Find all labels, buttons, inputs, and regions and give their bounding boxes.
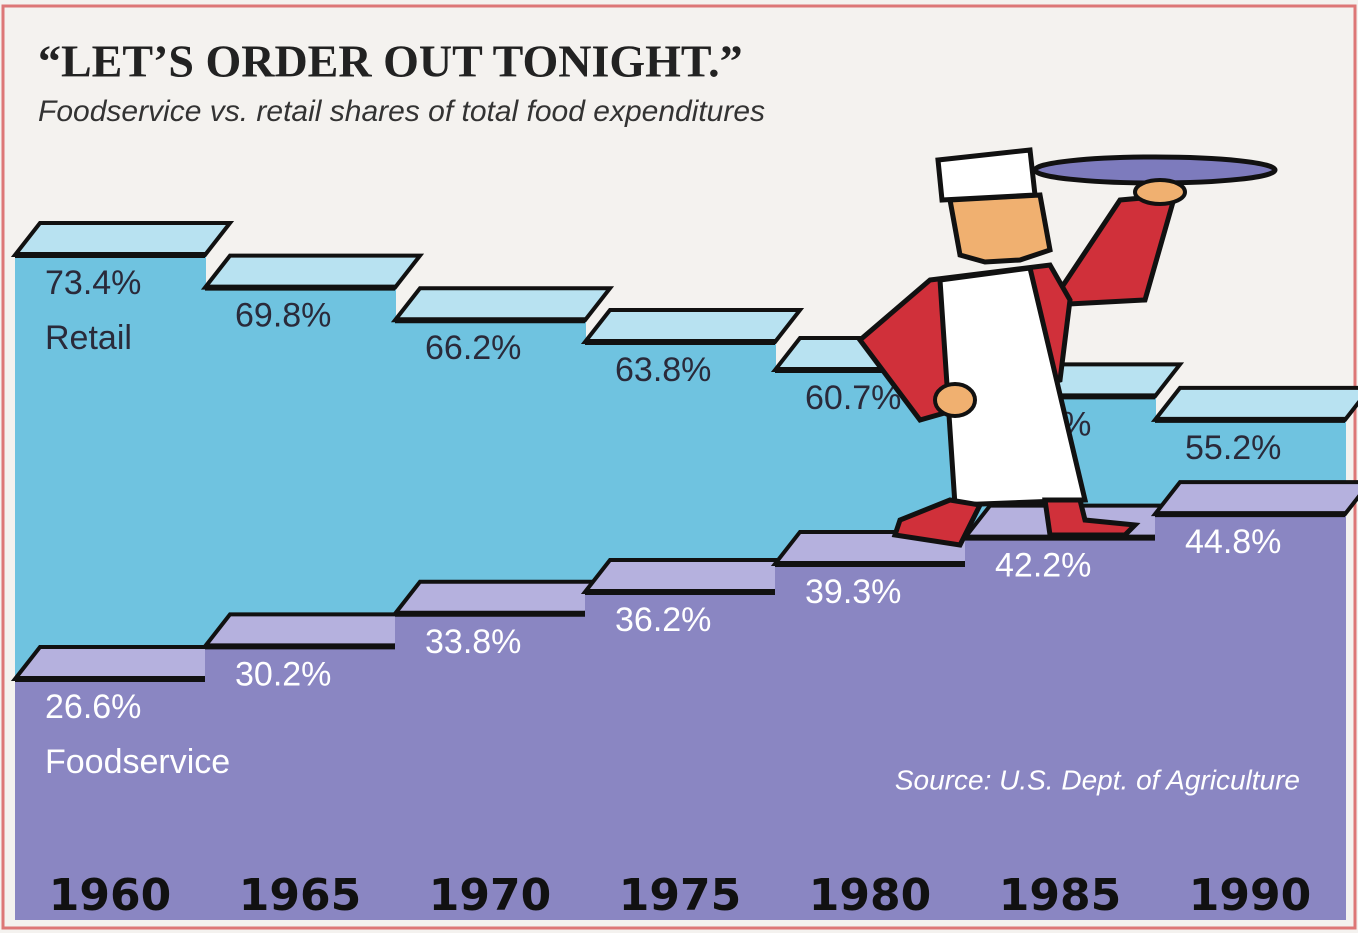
step-face — [580, 307, 805, 344]
value-label: 26.6% — [45, 688, 141, 726]
value-label: 66.2% — [425, 329, 521, 367]
x-tick-label: 1985 — [999, 870, 1121, 921]
value-label: 60.7% — [805, 379, 901, 417]
step-area — [775, 563, 966, 920]
x-tick-label: 1975 — [619, 870, 741, 921]
value-label: 30.2% — [235, 655, 331, 693]
plot: 73.4%69.8%66.2%63.8%60.7%57.8%55.2%Retai… — [10, 221, 1358, 921]
step-area — [205, 646, 396, 920]
step-face — [390, 286, 615, 323]
value-label: 42.2% — [995, 547, 1091, 585]
step-area — [1155, 514, 1346, 920]
value-label: 69.8% — [235, 297, 331, 335]
step-area — [15, 679, 206, 920]
x-tick-label: 1960 — [49, 870, 171, 921]
value-label: 33.8% — [425, 623, 521, 661]
x-tick-label: 1990 — [1189, 870, 1311, 921]
step-area — [965, 537, 1156, 920]
step-face — [200, 253, 425, 290]
frame — [1, 4, 1357, 930]
x-tick-label: 1970 — [429, 870, 551, 921]
chef-illustration — [856, 147, 1278, 548]
chart-title: “LET’S ORDER OUT TONIGHT.” — [38, 36, 743, 87]
x-tick-label: 1965 — [239, 870, 361, 921]
chart-subtitle: Foodservice vs. retail shares of total f… — [38, 95, 765, 128]
value-label: 55.2% — [1185, 429, 1281, 467]
value-label: 44.8% — [1185, 523, 1281, 561]
series-label: Retail — [45, 319, 132, 357]
step-area — [585, 592, 776, 920]
x-tick-label: 1980 — [809, 870, 931, 921]
value-label: 73.4% — [45, 264, 141, 302]
step-area — [395, 613, 586, 920]
step-face — [390, 579, 615, 616]
value-label: 36.2% — [615, 601, 711, 639]
step-face — [10, 221, 235, 257]
step-face — [1150, 385, 1358, 422]
step-face — [200, 612, 425, 649]
step-face — [1150, 480, 1358, 517]
source-note: Source: U.S. Dept. of Agriculture — [895, 764, 1300, 795]
step-face — [10, 645, 235, 682]
step-face — [580, 558, 805, 595]
value-label: 39.3% — [805, 573, 901, 611]
series-label: Foodservice — [45, 743, 230, 781]
value-label: 63.8% — [615, 351, 711, 389]
